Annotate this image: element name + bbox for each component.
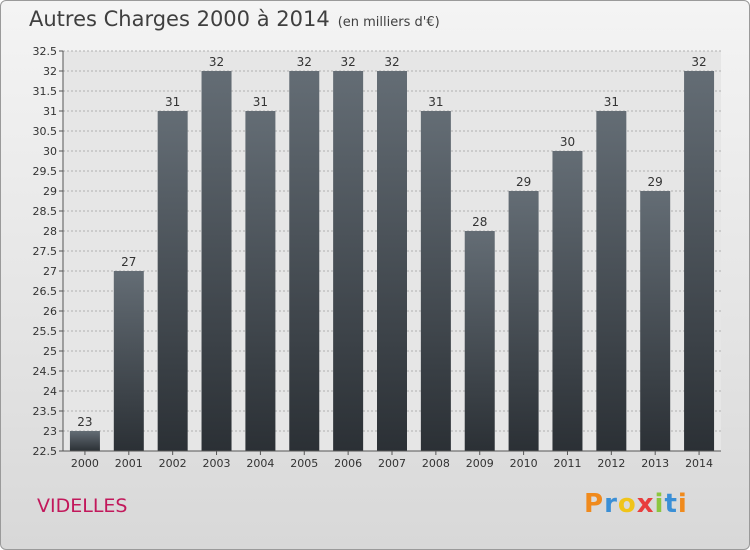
- bar: [245, 111, 276, 451]
- y-tick-label: 23.5: [33, 405, 58, 418]
- x-tick-label: 2008: [422, 457, 450, 470]
- y-tick-label: 29.5: [33, 165, 58, 178]
- bar: [464, 231, 495, 451]
- logo-letter: i: [677, 489, 688, 519]
- chart-subtitle: (en milliers d'€): [337, 15, 440, 30]
- chart-title: Autres Charges 2000 à 2014 (en milliers d…: [29, 7, 440, 31]
- data-label: 32: [209, 55, 224, 69]
- data-label: 32: [691, 55, 706, 69]
- x-tick-label: 2004: [246, 457, 274, 470]
- logo-letter: r: [604, 489, 618, 519]
- x-tick-label: 2010: [510, 457, 538, 470]
- chart-title-text: Autres Charges 2000 à 2014: [29, 7, 330, 31]
- y-tick-label: 22.5: [33, 445, 58, 458]
- data-label: 31: [253, 95, 268, 109]
- y-tick-label: 26.5: [33, 285, 58, 298]
- y-tick-label: 32.5: [33, 45, 58, 58]
- data-label: 29: [648, 175, 663, 189]
- data-label: 31: [165, 95, 180, 109]
- data-label: 31: [604, 95, 619, 109]
- y-tick-label: 29: [43, 185, 57, 198]
- bar: [69, 431, 100, 451]
- bar: [157, 111, 188, 451]
- y-tick-label: 28: [43, 225, 57, 238]
- y-tick-label: 27: [43, 265, 57, 278]
- x-tick-label: 2014: [685, 457, 713, 470]
- logo-letter: x: [636, 489, 655, 519]
- logo-letter: i: [654, 489, 665, 519]
- data-label: 30: [560, 135, 575, 149]
- y-tick-label: 27.5: [33, 245, 58, 258]
- bar: [333, 71, 364, 451]
- bar: [508, 191, 539, 451]
- bar: [113, 271, 144, 451]
- x-tick-label: 2000: [71, 457, 99, 470]
- bar: [640, 191, 671, 451]
- y-tick-label: 25.5: [33, 325, 58, 338]
- y-tick-label: 32: [43, 65, 57, 78]
- x-tick-label: 2009: [466, 457, 494, 470]
- bar: [596, 111, 627, 451]
- y-tick-label: 23: [43, 425, 57, 438]
- data-label: 23: [77, 415, 92, 429]
- x-tick-label: 2001: [115, 457, 143, 470]
- bar: [201, 71, 232, 451]
- x-tick-label: 2011: [553, 457, 581, 470]
- y-tick-label: 25: [43, 345, 57, 358]
- y-tick-label: 31.5: [33, 85, 58, 98]
- place-name: VIDELLES: [37, 495, 128, 517]
- x-tick-label: 2006: [334, 457, 362, 470]
- logo-letter: P: [584, 489, 605, 519]
- data-label: 32: [340, 55, 355, 69]
- y-tick-label: 30: [43, 145, 57, 158]
- y-tick-label: 30.5: [33, 125, 58, 138]
- bar: [377, 71, 407, 451]
- bar: [420, 111, 451, 451]
- logo-letter: t: [664, 489, 678, 519]
- x-tick-label: 2003: [203, 457, 231, 470]
- bar: [684, 71, 715, 451]
- logo-letter: o: [617, 489, 637, 519]
- x-tick-label: 2007: [378, 457, 406, 470]
- data-label: 29: [516, 175, 531, 189]
- data-label: 28: [472, 215, 487, 229]
- y-tick-label: 28.5: [33, 205, 58, 218]
- y-tick-label: 24: [43, 385, 57, 398]
- x-tick-label: 2013: [641, 457, 669, 470]
- y-tick-label: 24.5: [33, 365, 58, 378]
- proxiti-logo: Proxiti: [584, 489, 688, 519]
- x-tick-label: 2005: [290, 457, 318, 470]
- data-label: 31: [428, 95, 443, 109]
- x-tick-label: 2012: [597, 457, 625, 470]
- bar: [552, 151, 583, 451]
- data-label: 32: [384, 55, 399, 69]
- data-label: 32: [297, 55, 312, 69]
- bar: [289, 71, 320, 451]
- y-tick-label: 31: [43, 105, 57, 118]
- x-tick-label: 2002: [159, 457, 187, 470]
- data-label: 27: [121, 255, 136, 269]
- y-tick-label: 26: [43, 305, 57, 318]
